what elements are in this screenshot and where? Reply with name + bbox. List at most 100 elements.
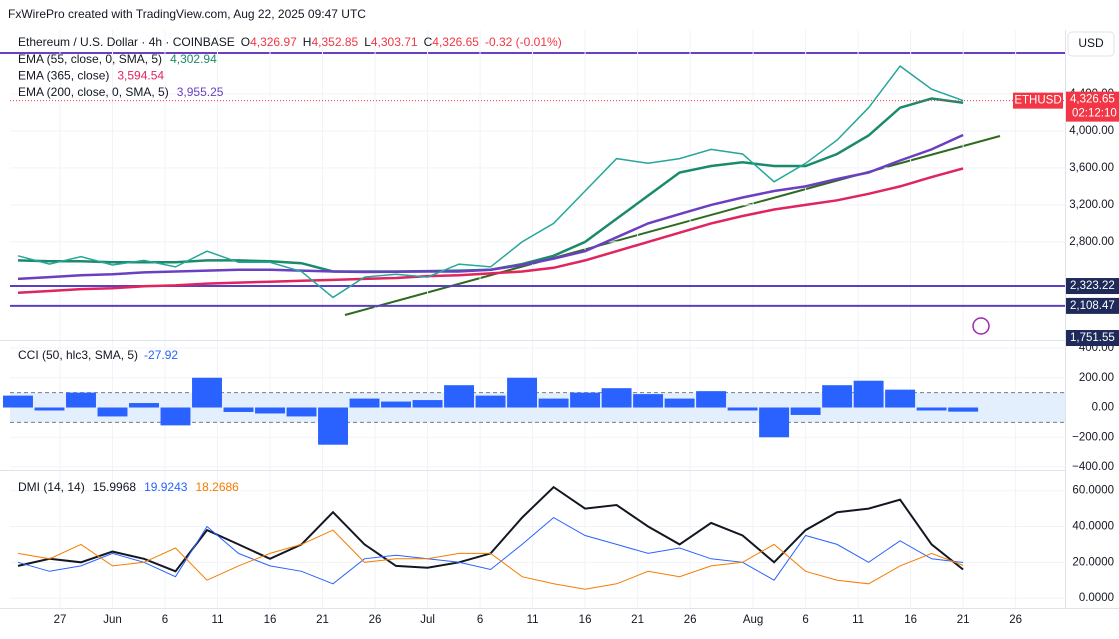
y-tick-label: 4,000.00 [1069, 125, 1114, 137]
alert-icon[interactable] [972, 317, 990, 335]
dmi-value: 15.9968 [93, 480, 137, 494]
x-tick-label: 6 [477, 614, 483, 626]
cci-bar [507, 377, 538, 408]
y-tick-label: 40.0000 [1072, 521, 1114, 533]
level-tag [1066, 297, 1119, 314]
cci-bar [223, 407, 254, 412]
y-tick-label: 0.00 [1092, 402, 1114, 414]
cci-bar [66, 392, 96, 408]
cci-bar [633, 394, 664, 408]
legend-layer: Ethereum / U.S. Dollar · 4h · COINBASE O4… [18, 35, 562, 494]
ohlc-value: 4,326.65 [432, 35, 479, 49]
x-tick-label: Jul [420, 614, 435, 626]
cci-bar [570, 392, 601, 408]
dmi-value: 19.9243 [144, 480, 188, 494]
cci-bar [444, 385, 475, 408]
ema-legend: EMA (200, close, 0, SMA, 5) 3,955.25 [18, 85, 224, 99]
dmi-legend: DMI (14, 14) 15.9968 19.9243 18.2686 [18, 480, 239, 494]
ohlc-value: 4,352.85 [311, 35, 358, 49]
caption: FxWirePro created with TradingView.com, … [8, 7, 366, 21]
cci-bar [381, 401, 412, 408]
dmi-value: 18.2686 [195, 480, 239, 494]
cci-bar [916, 407, 947, 411]
cci-bar [790, 407, 821, 415]
x-tick-label: 11 [212, 614, 224, 626]
cci-bar [727, 407, 758, 411]
y-tick-label: −400.00 [1072, 461, 1114, 473]
x-tick-label: Aug [743, 614, 763, 626]
level-label: 2,108.47 [1070, 300, 1115, 312]
y-tick-label: 60.0000 [1072, 485, 1114, 497]
cci-bar [97, 407, 128, 417]
ohlc-value: 4,303.71 [371, 35, 418, 49]
cci-legend: CCI (50, hlc3, SMA, 5) -27.92 [18, 348, 178, 362]
y-tick-label: 0.0000 [1079, 592, 1114, 604]
last-price-tag [1066, 91, 1119, 122]
last-price-label: 4,326.65 [1070, 94, 1115, 106]
cci-bar [412, 400, 443, 408]
x-tick-label: 6 [802, 614, 808, 626]
ema-value: 3,955.25 [177, 85, 224, 99]
cci-bar [318, 407, 348, 445]
x-tick-label: 21 [957, 614, 970, 626]
x-tick-label: 6 [162, 614, 168, 626]
x-tick-label: 11 [527, 614, 539, 626]
symbol-legend: Ethereum / U.S. Dollar · 4h · COINBASE O4… [18, 35, 562, 49]
change: -0.32 (-0.01%) [485, 35, 562, 49]
x-tick-label: 26 [684, 614, 697, 626]
ohlc-key: C [424, 35, 433, 49]
y-tick-label: 200.00 [1079, 372, 1114, 384]
x-tick-label: 27 [54, 614, 67, 626]
price-line [17, 65, 964, 299]
ema-name: EMA (55, close, 0, SMA, 5) [18, 52, 162, 66]
ema-line [17, 167, 964, 295]
dmi-line [17, 516, 964, 585]
x-tick-label: 26 [369, 614, 382, 626]
cci-bar [948, 407, 979, 412]
cci-bar [601, 388, 632, 408]
x-tick-label: 16 [579, 614, 592, 626]
symbol-tag-bg [1013, 92, 1063, 109]
dmi-title: DMI (14, 14) [18, 480, 85, 494]
countdown: 02:12:10 [1072, 108, 1117, 120]
cci-bar [664, 398, 695, 408]
ohlc-key: H [303, 35, 312, 49]
dmi-line [17, 529, 964, 590]
currency-button[interactable] [1067, 31, 1115, 57]
y-tick-label: 3,600.00 [1069, 162, 1114, 174]
x-tick-label: 21 [631, 614, 644, 626]
x-tick-label: Jun [103, 614, 122, 626]
ema-name: EMA (200, close, 0, SMA, 5) [18, 85, 169, 99]
cci-bar [475, 395, 506, 408]
cci-bar [192, 377, 222, 408]
cci-title: CCI (50, hlc3, SMA, 5) [18, 348, 138, 362]
cci-bar [3, 395, 33, 408]
x-tick-label: 26 [1009, 614, 1022, 626]
low-label: 1,751.55 [1070, 332, 1115, 344]
low-tag [1066, 330, 1119, 346]
cci-bar [160, 407, 191, 426]
cci-bar [853, 380, 884, 408]
x-tick-label: 16 [904, 614, 917, 626]
currency-label: USD [1078, 36, 1104, 50]
cci-bar [538, 398, 569, 408]
cci-bar [34, 407, 65, 411]
cci-bar [885, 389, 916, 408]
level-label: 2,323.22 [1070, 280, 1115, 292]
ohlc-key: O [241, 35, 250, 49]
cci-bar [286, 407, 317, 417]
x-tick-label: 21 [316, 614, 329, 626]
ema-name: EMA (365, close) [18, 69, 109, 83]
cci-bar [129, 403, 159, 408]
cci-bar [349, 398, 380, 408]
cci-bar [696, 391, 727, 408]
ohlc-key: L [364, 35, 371, 49]
y-tick-label: 2,800.00 [1069, 236, 1114, 248]
level-tag [1066, 278, 1119, 295]
y-tick-label: −200.00 [1072, 431, 1114, 443]
symbol-tag: ETHUSD [1014, 95, 1061, 107]
cci-bar [822, 385, 853, 408]
cci-bar [255, 407, 285, 414]
